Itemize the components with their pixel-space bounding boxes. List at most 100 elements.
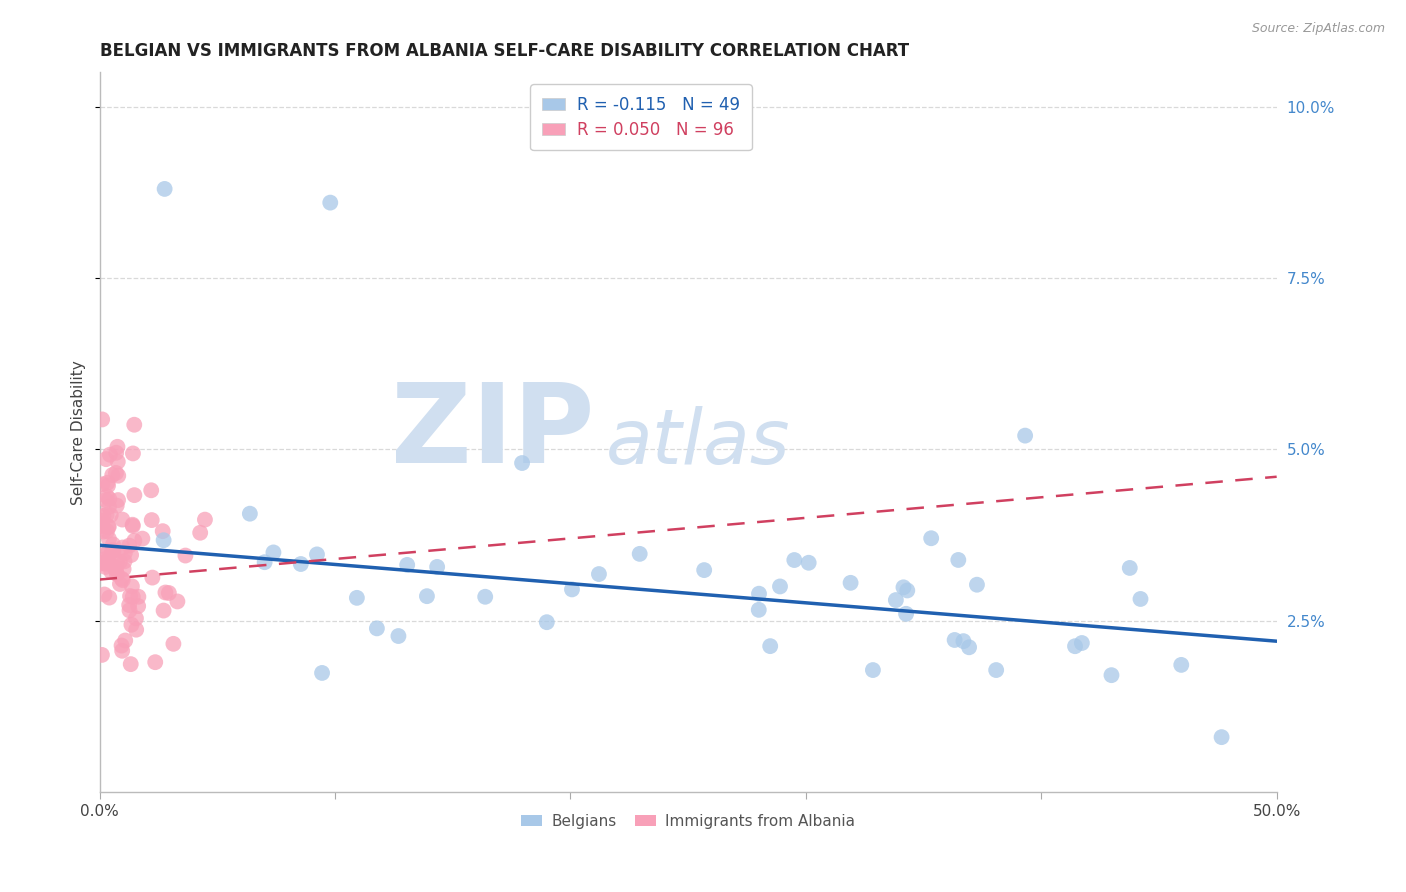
Point: [101, 537, 124, 551]
Point: [105, 566, 128, 581]
Point: [107, 493, 129, 508]
Point: [111, 541, 134, 555]
Point: [98, 591, 121, 605]
Point: [157, 586, 180, 600]
Point: [893, 580, 915, 594]
Point: [561, 582, 583, 597]
Point: [107, 440, 129, 454]
Point: [966, 578, 988, 592]
Point: [474, 590, 496, 604]
Point: [1129, 591, 1152, 606]
Point: [628, 547, 651, 561]
Point: [96, 524, 118, 538]
Point: [748, 587, 770, 601]
Point: [127, 590, 149, 604]
Point: [103, 543, 125, 558]
Point: [416, 589, 439, 603]
Point: [100, 565, 122, 579]
Point: [290, 557, 312, 571]
Point: [952, 634, 974, 648]
Point: [91, 477, 114, 491]
Point: [97, 544, 120, 558]
Point: [118, 598, 141, 612]
Point: [118, 603, 141, 617]
Point: [94, 493, 117, 508]
Point: [122, 446, 145, 460]
Point: [108, 555, 131, 569]
Point: [194, 513, 217, 527]
Text: ZIP: ZIP: [391, 379, 593, 485]
Point: [693, 563, 716, 577]
Point: [426, 560, 449, 574]
Point: [98, 491, 121, 506]
Point: [90, 516, 112, 531]
Point: [153, 182, 176, 196]
Point: [131, 532, 153, 546]
Point: [97, 478, 120, 492]
Point: [97, 553, 120, 567]
Point: [93, 587, 115, 601]
Point: [93, 557, 115, 571]
Point: [104, 561, 127, 575]
Point: [114, 546, 136, 560]
Point: [346, 591, 368, 605]
Point: [125, 611, 148, 625]
Point: [143, 655, 166, 669]
Point: [896, 583, 918, 598]
Point: [510, 456, 533, 470]
Point: [862, 663, 884, 677]
Point: [188, 525, 211, 540]
Point: [311, 665, 333, 680]
Point: [90, 549, 112, 563]
Point: [90, 518, 112, 533]
Point: [839, 575, 862, 590]
Point: [141, 513, 163, 527]
Point: [94, 551, 117, 566]
Point: [110, 639, 132, 653]
Point: [101, 468, 124, 483]
Point: [97, 520, 120, 534]
Point: [101, 543, 124, 558]
Point: [162, 637, 184, 651]
Point: [91, 412, 114, 426]
Point: [122, 417, 145, 432]
Point: [1014, 428, 1036, 442]
Point: [948, 553, 970, 567]
Point: [141, 483, 163, 498]
Point: [387, 629, 409, 643]
Text: BELGIAN VS IMMIGRANTS FROM ALBANIA SELF-CARE DISABILITY CORRELATION CHART: BELGIAN VS IMMIGRANTS FROM ALBANIA SELF-…: [100, 42, 908, 60]
Point: [152, 533, 174, 548]
Text: Source: ZipAtlas.com: Source: ZipAtlas.com: [1251, 22, 1385, 36]
Point: [101, 543, 124, 558]
Point: [104, 466, 127, 480]
Point: [98, 448, 121, 462]
Point: [111, 573, 134, 587]
Point: [884, 593, 907, 607]
Point: [105, 499, 128, 513]
Point: [124, 488, 146, 502]
Point: [120, 548, 142, 562]
Point: [121, 517, 143, 532]
Point: [111, 572, 134, 586]
Point: [91, 519, 114, 533]
Point: [152, 524, 174, 538]
Point: [90, 514, 112, 528]
Point: [957, 640, 980, 655]
Point: [943, 632, 966, 647]
Point: [94, 452, 117, 467]
Point: [166, 594, 188, 608]
Point: [1119, 561, 1142, 575]
Point: [262, 545, 284, 559]
Point: [96, 475, 118, 490]
Point: [112, 562, 135, 576]
Point: [396, 558, 419, 572]
Point: [103, 560, 125, 574]
Point: [125, 623, 148, 637]
Text: atlas: atlas: [606, 406, 790, 480]
Point: [107, 468, 129, 483]
Point: [98, 500, 121, 514]
Point: [98, 532, 121, 546]
Point: [94, 557, 117, 571]
Point: [120, 589, 142, 603]
Point: [90, 557, 112, 571]
